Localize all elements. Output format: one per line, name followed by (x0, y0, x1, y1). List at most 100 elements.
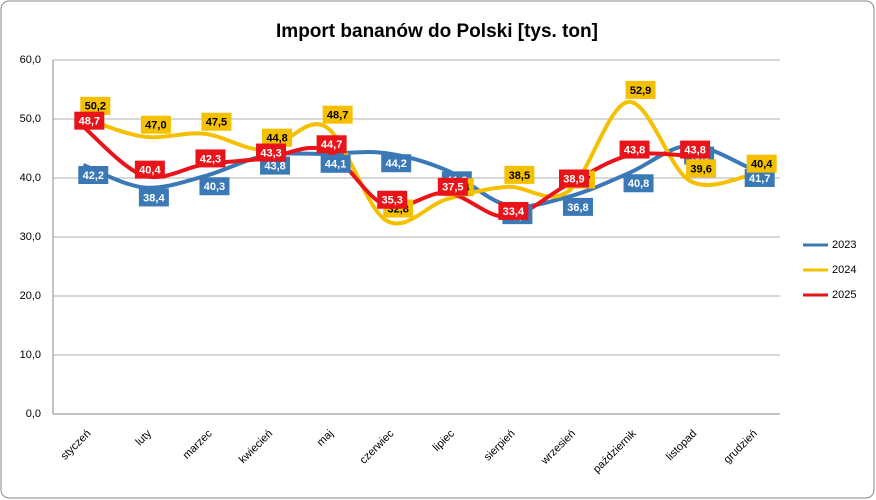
data-label-box (504, 165, 535, 184)
data-label: 40,4 (746, 154, 777, 173)
data-label: 44,1 (320, 154, 351, 173)
data-label-box (320, 154, 351, 173)
data-label-box (78, 166, 109, 185)
data-label-box (558, 169, 589, 188)
data-label: 42,3 (195, 149, 226, 168)
data-label: 47,5 (201, 112, 232, 131)
data-label-text: 33,4 (503, 206, 525, 218)
data-label-text: 40,4 (139, 165, 161, 177)
data-label-text: 44,2 (385, 158, 406, 170)
data-label-text: 52,9 (630, 85, 651, 97)
data-label: 43,3 (256, 143, 287, 162)
data-label: 43,8 (619, 140, 650, 159)
data-label-box (680, 140, 711, 159)
data-label-text: 40,3 (204, 181, 225, 193)
data-label-box (686, 159, 717, 178)
data-label-box (437, 177, 468, 196)
y-tick-label: 0,0 (26, 408, 41, 420)
data-label-box (262, 128, 293, 147)
y-tick-label: 20,0 (20, 290, 41, 302)
y-tick-label: 60,0 (20, 54, 41, 66)
data-label-text: 36,8 (567, 202, 588, 214)
data-label-text: 50,2 (85, 101, 106, 113)
data-label-box (377, 190, 408, 209)
data-label: 43,8 (680, 140, 711, 159)
data-label-text: 43,8 (624, 144, 645, 156)
data-label-box (625, 80, 656, 99)
data-label: 38,9 (558, 169, 589, 188)
legend-label: 2025 (832, 289, 856, 301)
data-label: 48,7 (322, 105, 353, 124)
chart-title: Import bananów do Polski [tys. ton] (276, 21, 598, 42)
data-label-text: 35,3 (381, 195, 402, 207)
data-label-box (316, 135, 347, 154)
data-label-text: 47,5 (206, 117, 227, 129)
data-label-box (134, 160, 165, 179)
data-label: 42,2 (78, 166, 109, 185)
data-label-box (619, 140, 650, 159)
data-label-text: 39,6 (690, 163, 711, 175)
data-label-box (201, 112, 232, 131)
data-label-text: 44,1 (325, 159, 346, 171)
data-label-box (498, 201, 529, 220)
data-label-text: 48,7 (327, 110, 348, 122)
data-label-box (562, 197, 593, 216)
data-label: 48,7 (74, 111, 105, 130)
data-label-box (746, 154, 777, 173)
data-label: 44,8 (262, 128, 293, 147)
data-label-text: 48,7 (79, 116, 100, 128)
data-label-text: 41,7 (749, 173, 770, 185)
data-label-text: 40,4 (751, 159, 773, 171)
data-label-text: 38,4 (143, 192, 165, 204)
data-label-text: 44,7 (321, 139, 342, 151)
series-line (82, 99, 751, 226)
data-label: 41,7 (744, 168, 775, 187)
data-label-box (256, 143, 287, 162)
data-label-text: 43,8 (684, 144, 705, 156)
data-label-box (322, 105, 353, 124)
y-tick-label: 10,0 (20, 349, 41, 361)
data-label: 47,0 (140, 115, 171, 134)
data-label-box (199, 177, 230, 196)
data-label: 50,2 (80, 96, 111, 115)
legend-label: 2023 (832, 239, 856, 251)
data-label: 35,3 (377, 190, 408, 209)
y-tick-label: 30,0 (20, 231, 41, 243)
data-label-box (74, 111, 105, 130)
data-label: 36,8 (562, 197, 593, 216)
data-label-box (80, 96, 111, 115)
y-tick-label: 50,0 (20, 113, 41, 125)
data-label-text: 37,5 (442, 182, 463, 194)
data-label: 33,4 (498, 201, 529, 220)
data-label-text: 43,3 (260, 147, 281, 159)
data-label: 52,9 (625, 80, 656, 99)
data-label-box (381, 154, 412, 173)
data-label-text: 47,0 (145, 120, 166, 132)
data-label-box (744, 168, 775, 187)
data-label: 44,7 (316, 135, 347, 154)
data-label: 39,6 (686, 159, 717, 178)
data-label-text: 44,8 (266, 133, 287, 145)
data-label-text: 42,3 (200, 153, 221, 165)
data-label-box (140, 115, 171, 134)
data-label: 37,5 (437, 177, 468, 196)
data-label: 44,2 (381, 154, 412, 173)
data-label: 40,4 (134, 160, 165, 179)
data-label: 40,3 (199, 177, 230, 196)
data-label-box (195, 149, 226, 168)
data-label-text: 43,8 (264, 160, 285, 172)
data-label-text: 38,5 (509, 170, 530, 182)
data-label-text: 38,9 (563, 173, 584, 185)
data-label-box (138, 188, 169, 207)
y-tick-label: 40,0 (20, 172, 41, 184)
legend-label: 2024 (832, 264, 856, 276)
series-line (82, 143, 751, 209)
data-label: 38,5 (504, 165, 535, 184)
data-label: 38,4 (138, 188, 169, 207)
data-label-text: 42,2 (83, 170, 104, 182)
data-label: 40,8 (623, 174, 654, 193)
data-label-text: 40,8 (628, 178, 649, 190)
data-label-box (623, 174, 654, 193)
